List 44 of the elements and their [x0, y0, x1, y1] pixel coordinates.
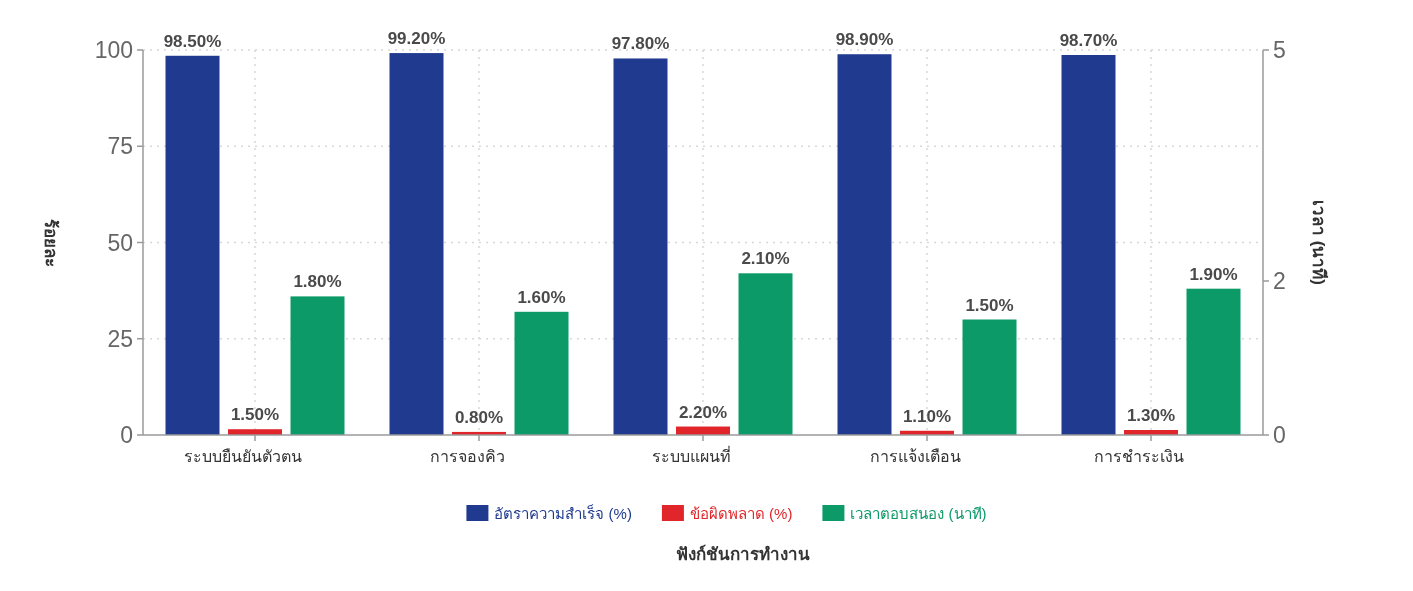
y2-axis-title: เวลา (นาที) — [1309, 199, 1329, 286]
y-axis-title: ร้อยละ — [41, 218, 60, 267]
legend-label: อัตราความสำเร็จ (%) — [494, 504, 632, 522]
data-label: 2.20% — [678, 402, 728, 422]
data-label: 1.90% — [1189, 264, 1238, 284]
x-tick-label: การชำระเงิน — [1094, 448, 1184, 465]
y-tick-label: 50 — [107, 229, 133, 256]
data-label: 1.10% — [902, 406, 952, 426]
x-tick-label: ระบบยืนยันตัวตน — [184, 448, 302, 465]
data-label: 1.50% — [230, 405, 280, 425]
y2-tick-label: 5 — [1273, 37, 1286, 63]
x-tick-label: ระบบแผนที่ — [651, 445, 731, 465]
bar — [738, 273, 793, 435]
data-label: 1.80% — [293, 272, 342, 292]
y2-tick-label: 2 — [1273, 268, 1286, 294]
legend-label: เวลาตอบสนอง (นาที) — [850, 505, 987, 522]
data-label: 1.30% — [1126, 405, 1176, 425]
bar — [290, 296, 345, 435]
y-tick-label: 75 — [107, 133, 133, 160]
data-label: 97.80% — [611, 34, 670, 54]
y-tick-label: 100 — [94, 37, 133, 63]
x-tick-label: การจองคิว — [429, 448, 505, 465]
data-label: 1.50% — [965, 295, 1014, 315]
y-tick-label: 25 — [107, 325, 133, 352]
data-label: 99.20% — [387, 29, 446, 49]
bar — [389, 53, 444, 435]
data-label: 1.60% — [517, 287, 566, 307]
bar — [613, 58, 668, 435]
y-tick-label: 0 — [120, 422, 133, 448]
bar — [165, 55, 220, 435]
bar — [962, 319, 1017, 435]
y2-tick-label: 0 — [1273, 422, 1286, 448]
bar — [1186, 288, 1241, 435]
x-axis-title: ฟังก์ชันการทำงาน — [676, 544, 810, 564]
data-label: 2.10% — [741, 249, 790, 269]
x-tick-label: การแจ้งเตือน — [869, 448, 961, 465]
data-label: 98.90% — [835, 30, 894, 50]
data-label: 98.50% — [163, 31, 222, 51]
data-label: 98.70% — [1059, 31, 1118, 51]
bar — [1061, 55, 1116, 435]
bar — [837, 54, 892, 435]
data-label: 0.80% — [454, 407, 504, 427]
bar — [514, 311, 569, 435]
legend-label: ข้อผิดพลาด (%) — [689, 505, 793, 522]
